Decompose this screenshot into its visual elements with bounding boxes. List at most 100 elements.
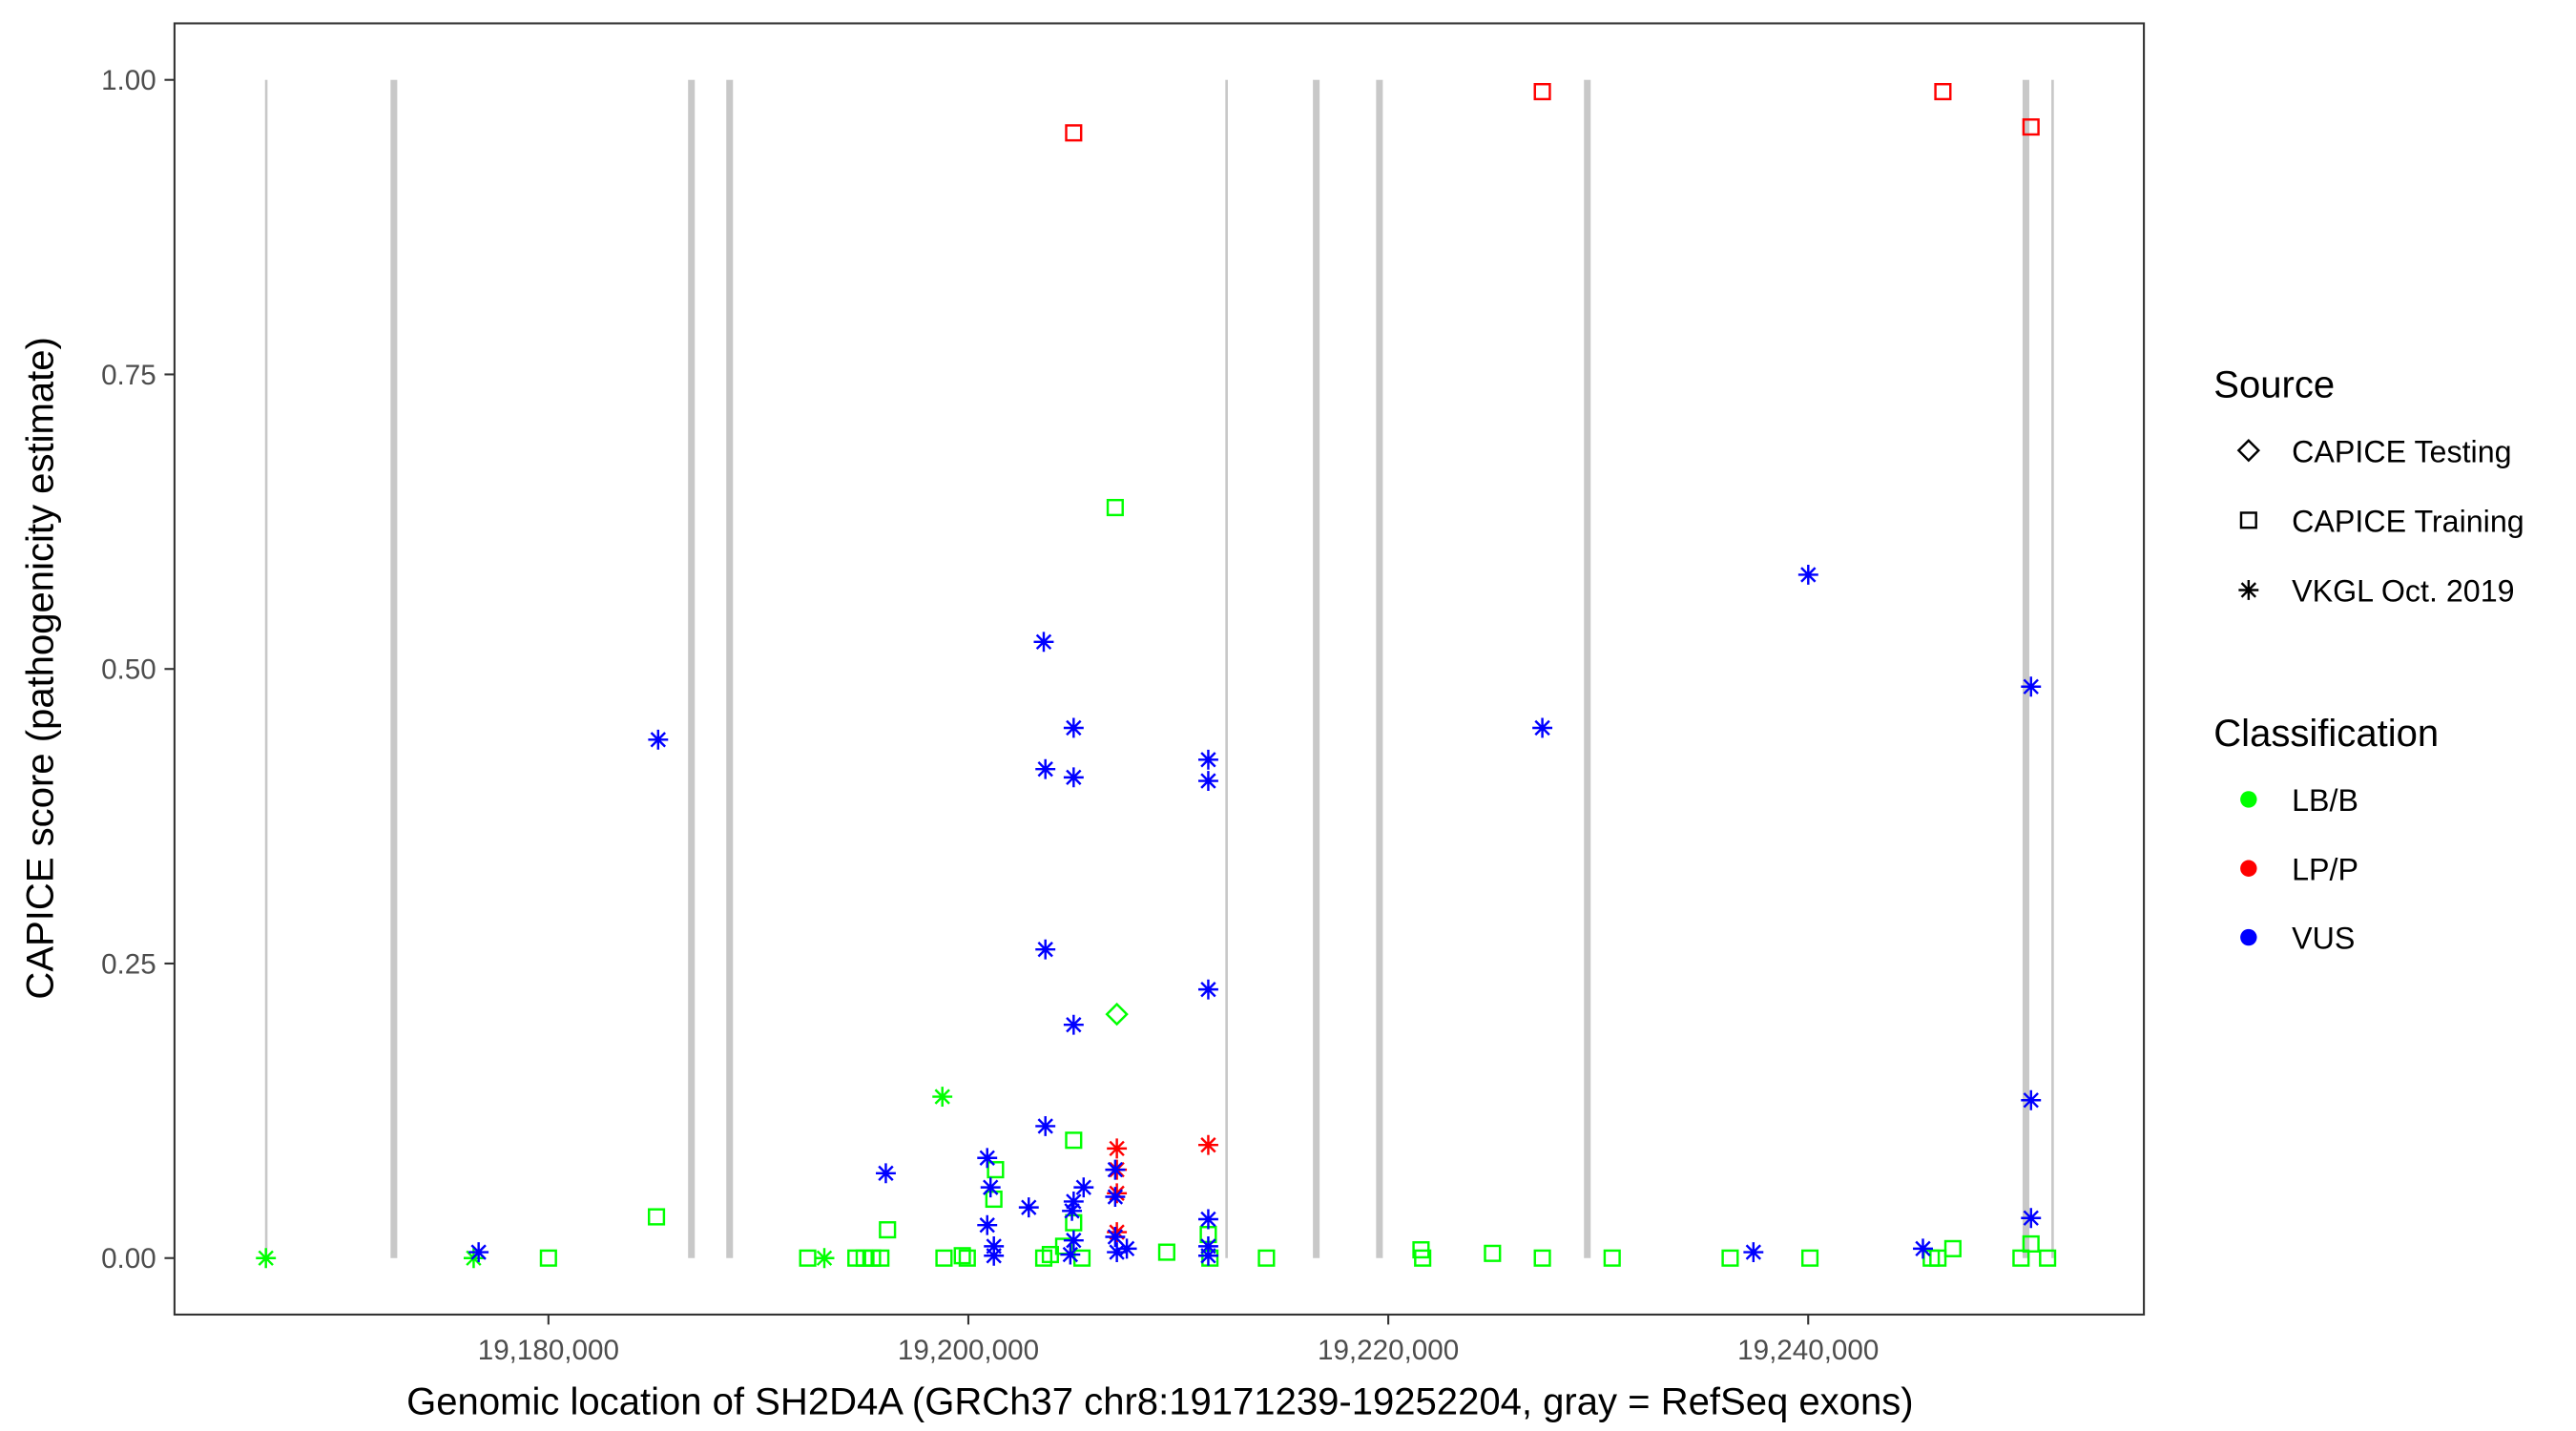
data-point-vkgl xyxy=(1063,767,1084,788)
y-tick-label: 0.25 xyxy=(101,948,156,980)
data-point-training xyxy=(1533,1249,1551,1267)
exon-layer xyxy=(264,79,2054,1258)
data-point-vkgl xyxy=(256,1248,277,1269)
y-tick-label: 0.50 xyxy=(101,654,156,686)
data-point-training xyxy=(1934,83,1952,101)
data-point-training xyxy=(1201,1249,1219,1267)
data-point-training xyxy=(1533,83,1551,101)
legend-asterisk-icon xyxy=(2238,580,2259,600)
legend-class-label: VUS xyxy=(2292,922,2355,956)
data-point-vkgl xyxy=(1107,1138,1128,1159)
data-point-training xyxy=(1603,1249,1621,1267)
data-point-training xyxy=(1065,1213,1083,1232)
data-point-vkgl xyxy=(2021,676,2042,697)
data-point-vkgl xyxy=(1035,758,1056,779)
legend: Source CAPICE Testing CAPICE Training VKGL… xyxy=(2213,363,2524,955)
data-point-training xyxy=(1065,1131,1083,1150)
data-point-vkgl xyxy=(1913,1238,1933,1259)
data-point-training xyxy=(872,1249,890,1267)
y-tick-label: 0.00 xyxy=(101,1243,156,1275)
data-point-vkgl xyxy=(1105,1187,1126,1207)
data-point-vkgl xyxy=(984,1245,1005,1266)
data-point-vkgl xyxy=(1018,1197,1039,1218)
data-point-vkgl xyxy=(1532,717,1553,738)
data-point-training xyxy=(1414,1249,1432,1267)
data-point-training xyxy=(1065,124,1083,142)
data-point-vkgl xyxy=(1197,1209,1218,1230)
data-point-vkgl xyxy=(1197,749,1218,770)
exon-band xyxy=(2022,79,2029,1258)
data-point-training xyxy=(1721,1249,1739,1267)
data-point-vkgl xyxy=(1063,717,1084,738)
data-point-training xyxy=(953,1247,971,1265)
y-tick-label: 0.75 xyxy=(101,360,156,391)
data-point-vkgl xyxy=(1197,1134,1218,1155)
legend-dot-icon xyxy=(2240,791,2257,808)
data-point-training xyxy=(1257,1249,1276,1267)
x-tick-label: 19,220,000 xyxy=(1318,1335,1459,1366)
data-point-vkgl xyxy=(1105,1159,1126,1180)
data-point-vkgl xyxy=(1063,1192,1084,1212)
data-point-vkgl xyxy=(1035,1115,1056,1136)
exon-band xyxy=(688,79,696,1258)
legend-source-label: CAPICE Testing xyxy=(2292,434,2511,468)
data-point-vkgl xyxy=(1035,939,1056,960)
x-tick-label: 19,200,000 xyxy=(898,1335,1039,1366)
legend-source-label: CAPICE Training xyxy=(2292,505,2524,539)
data-point-vkgl xyxy=(1060,1244,1081,1265)
exon-band xyxy=(1225,79,1228,1258)
legend-class-label: LP/P xyxy=(2292,852,2358,886)
y-axis-title: CAPICE score (pathogenicity estimate) xyxy=(20,337,62,999)
data-point-training xyxy=(539,1249,557,1267)
data-point-vkgl xyxy=(1033,632,1054,653)
data-point-vkgl xyxy=(1116,1238,1137,1259)
data-point-training xyxy=(2012,1249,2030,1267)
legend-classification-title: Classification xyxy=(2213,713,2439,755)
data-point-vkgl xyxy=(1797,564,1818,585)
x-axis-title: Genomic location of SH2D4A (GRCh37 chr8:… xyxy=(406,1380,1913,1422)
x-tick-label: 19,240,000 xyxy=(1737,1335,1879,1366)
data-point-vkgl xyxy=(1197,979,1218,1000)
data-point-vkgl xyxy=(1743,1242,1764,1263)
data-point-training xyxy=(1929,1249,1947,1267)
data-point-training xyxy=(2039,1249,2057,1267)
data-point-training xyxy=(799,1249,817,1267)
data-point-vkgl xyxy=(1073,1177,1094,1198)
legend-square-icon xyxy=(2239,511,2257,529)
data-point-vkgl xyxy=(2021,1089,2042,1110)
data-point-training xyxy=(958,1249,976,1267)
exon-band xyxy=(1376,79,1383,1258)
data-point-training xyxy=(879,1221,897,1239)
legend-diamond-icon xyxy=(2236,438,2261,463)
data-point-vkgl xyxy=(980,1177,1001,1198)
legend-source-label: VKGL Oct. 2019 xyxy=(2292,574,2514,609)
data-point-vkgl xyxy=(1197,1245,1218,1266)
data-point-training xyxy=(1157,1243,1175,1261)
exon-band xyxy=(264,79,268,1258)
exon-band xyxy=(390,79,398,1258)
data-point-vkgl xyxy=(932,1087,953,1107)
exon-band xyxy=(726,79,734,1258)
data-point-vkgl xyxy=(1107,1242,1128,1263)
data-point-vkgl xyxy=(1107,1183,1128,1204)
data-point-vkgl xyxy=(1062,1200,1083,1221)
exon-band xyxy=(1584,79,1591,1258)
data-point-vkgl xyxy=(1197,771,1218,792)
y-axis: 0.00 0.25 0.50 0.75 1.00 xyxy=(101,65,175,1275)
data-point-training xyxy=(2022,118,2040,136)
data-point-vkgl xyxy=(1107,1222,1128,1243)
legend-source-title: Source xyxy=(2213,363,2335,405)
legend-dot-icon xyxy=(2240,860,2257,877)
data-point-training xyxy=(1800,1249,1819,1267)
x-axis: 19,180,000 19,200,000 19,220,000 19,240,000 xyxy=(478,1314,1879,1366)
data-point-vkgl xyxy=(814,1248,835,1269)
data-point-training xyxy=(1106,498,1124,517)
points-layer xyxy=(256,83,2057,1269)
data-point-testing xyxy=(1105,1002,1129,1027)
legend-dot-icon xyxy=(2240,928,2257,946)
data-point-vkgl xyxy=(648,729,669,750)
data-point-vkgl xyxy=(977,1148,998,1169)
x-tick-label: 19,180,000 xyxy=(478,1335,619,1366)
